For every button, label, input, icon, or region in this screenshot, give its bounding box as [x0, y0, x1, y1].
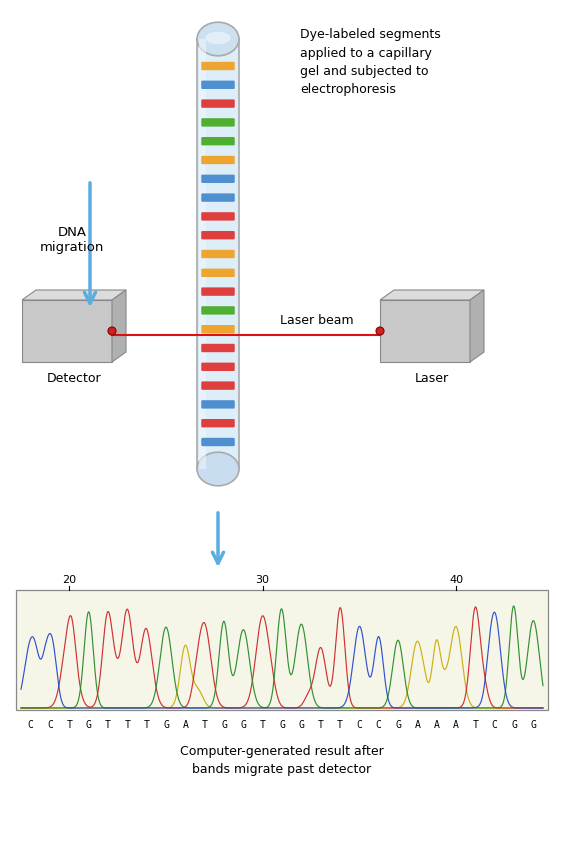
FancyBboxPatch shape: [201, 400, 235, 408]
Text: G: G: [221, 720, 227, 730]
Text: A: A: [414, 720, 420, 730]
Text: Laser beam: Laser beam: [280, 314, 354, 327]
FancyBboxPatch shape: [201, 231, 235, 240]
FancyBboxPatch shape: [201, 419, 235, 428]
FancyBboxPatch shape: [201, 287, 235, 296]
Text: A: A: [453, 720, 459, 730]
FancyBboxPatch shape: [201, 62, 235, 70]
Text: Computer-generated result after
bands migrate past detector: Computer-generated result after bands mi…: [180, 745, 384, 776]
FancyBboxPatch shape: [201, 381, 235, 390]
FancyBboxPatch shape: [201, 325, 235, 334]
Text: DNA
migration: DNA migration: [40, 226, 104, 254]
FancyBboxPatch shape: [201, 193, 235, 202]
Text: G: G: [240, 720, 246, 730]
FancyBboxPatch shape: [201, 99, 235, 108]
Polygon shape: [380, 300, 470, 362]
Text: C: C: [491, 720, 498, 730]
FancyBboxPatch shape: [201, 156, 235, 164]
Text: G: G: [395, 720, 401, 730]
Text: T: T: [472, 720, 479, 730]
FancyBboxPatch shape: [201, 344, 235, 352]
Text: C: C: [376, 720, 382, 730]
Text: C: C: [356, 720, 362, 730]
FancyBboxPatch shape: [201, 137, 235, 146]
FancyBboxPatch shape: [201, 174, 235, 183]
Polygon shape: [112, 290, 126, 362]
Ellipse shape: [205, 31, 231, 44]
FancyBboxPatch shape: [201, 268, 235, 277]
FancyBboxPatch shape: [199, 39, 206, 469]
Text: A: A: [434, 720, 440, 730]
Text: Laser: Laser: [415, 372, 449, 385]
FancyBboxPatch shape: [197, 39, 239, 469]
Text: G: G: [163, 720, 169, 730]
Polygon shape: [470, 290, 484, 362]
Text: G: G: [86, 720, 92, 730]
Text: T: T: [144, 720, 150, 730]
FancyBboxPatch shape: [201, 250, 235, 258]
Text: C: C: [47, 720, 53, 730]
Circle shape: [108, 327, 116, 335]
Polygon shape: [22, 300, 112, 362]
Text: G: G: [279, 720, 285, 730]
FancyBboxPatch shape: [201, 80, 235, 89]
Ellipse shape: [197, 452, 239, 486]
Polygon shape: [380, 290, 484, 300]
Text: A: A: [182, 720, 188, 730]
FancyBboxPatch shape: [201, 119, 235, 126]
Text: T: T: [337, 720, 343, 730]
Text: 40: 40: [449, 575, 463, 585]
Circle shape: [376, 327, 384, 335]
Text: G: G: [530, 720, 537, 730]
Text: T: T: [260, 720, 266, 730]
Ellipse shape: [197, 22, 239, 56]
Text: G: G: [298, 720, 304, 730]
Text: Dye-labeled segments
applied to a capillary
gel and subjected to
electrophoresis: Dye-labeled segments applied to a capill…: [300, 28, 441, 97]
Text: Detector: Detector: [47, 372, 101, 385]
Text: T: T: [105, 720, 111, 730]
Bar: [16, 590, 548, 710]
FancyBboxPatch shape: [201, 363, 235, 371]
Text: 30: 30: [256, 575, 270, 585]
Text: T: T: [66, 720, 72, 730]
Text: 20: 20: [62, 575, 77, 585]
Polygon shape: [22, 290, 126, 300]
Text: T: T: [202, 720, 208, 730]
FancyBboxPatch shape: [201, 438, 235, 446]
FancyBboxPatch shape: [201, 213, 235, 220]
Text: T: T: [318, 720, 324, 730]
Text: G: G: [511, 720, 517, 730]
Text: T: T: [124, 720, 130, 730]
Text: C: C: [28, 720, 34, 730]
FancyBboxPatch shape: [201, 307, 235, 314]
